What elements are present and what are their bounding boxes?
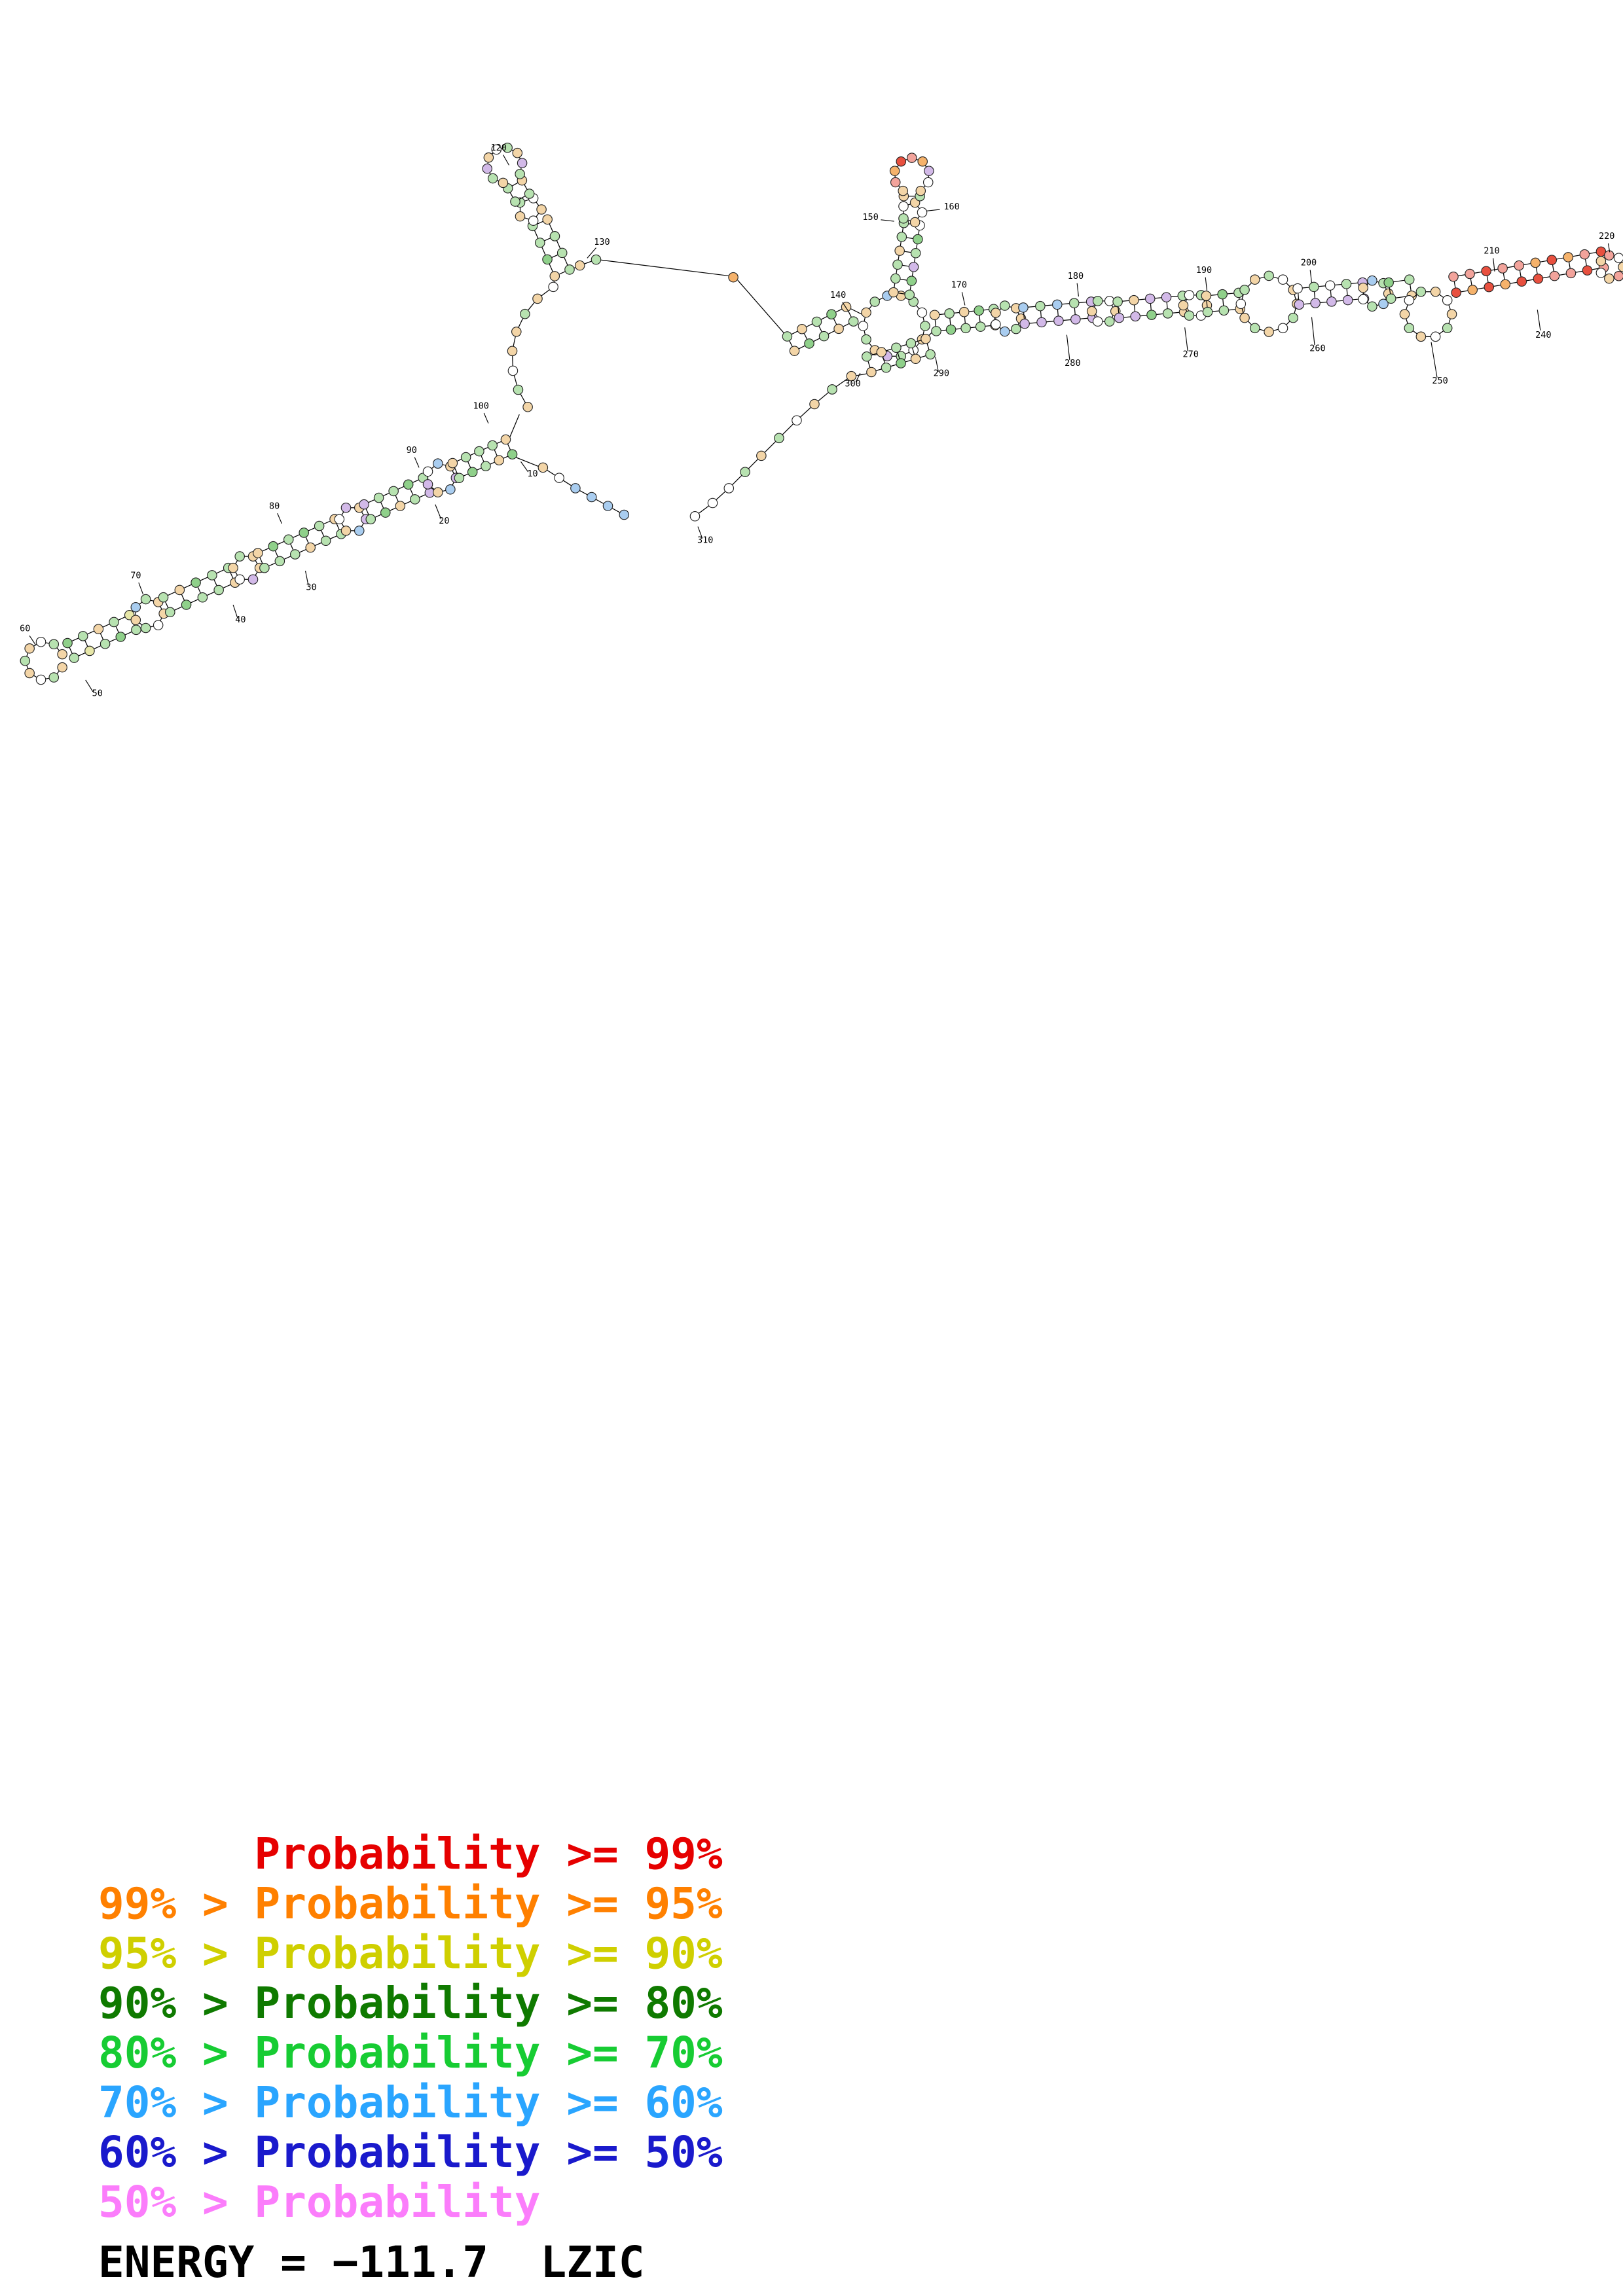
probability-legend: Probability >= 99% 99% > Probability >= 9… [98,1829,723,2227]
position-label: 200 [1301,258,1317,268]
legend-row: 80% > Probability >= 70% [98,2028,723,2078]
position-label: 300 [845,378,860,389]
position-label: 30 [306,582,316,592]
position-label: 250 [1432,376,1448,386]
position-label: 140 [830,290,846,300]
position-label: 40 [235,615,246,625]
position-label: 190 [1196,265,1212,276]
position-label: 10 [527,469,538,479]
energy-label: ENERGY = −111.7 LZIC [98,2237,645,2287]
position-label: 150 [862,212,878,223]
legend-row: 60% > Probability >= 50% [98,2127,723,2178]
position-label: 310 [697,535,713,545]
position-label: 220 [1599,231,1614,242]
position-label: 210 [1484,246,1499,257]
position-label: 100 [473,401,488,411]
position-label: 50 [92,689,103,699]
legend-row: Probability >= 99% [98,1829,723,1879]
position-label: 260 [1309,343,1325,353]
position-label: 240 [1535,330,1551,340]
legend-row: 99% > Probability >= 95% [98,1878,723,1929]
position-label: 160 [943,202,959,212]
position-label: 280 [1065,358,1080,368]
position-label: 180 [1068,271,1084,281]
position-label: 20 [439,516,449,526]
legend-row: 70% > Probability >= 60% [98,2077,723,2128]
position-label: 270 [1182,349,1198,359]
position-label: 60 [20,624,30,634]
position-label: 80 [269,501,280,512]
position-label: 290 [934,368,949,379]
position-label: 120 [491,143,507,153]
position-label: 130 [594,237,610,247]
position-label: 170 [951,279,967,290]
position-label: 70 [130,570,141,581]
legend-row: 50% > Probability [98,2177,541,2227]
legend-row: 90% > Probability >= 80% [98,1978,723,2028]
legend-row: 95% > Probability >= 90% [98,1928,723,1979]
position-label: 90 [407,445,417,456]
